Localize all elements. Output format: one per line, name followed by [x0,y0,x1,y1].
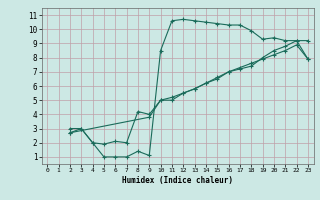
X-axis label: Humidex (Indice chaleur): Humidex (Indice chaleur) [122,176,233,185]
